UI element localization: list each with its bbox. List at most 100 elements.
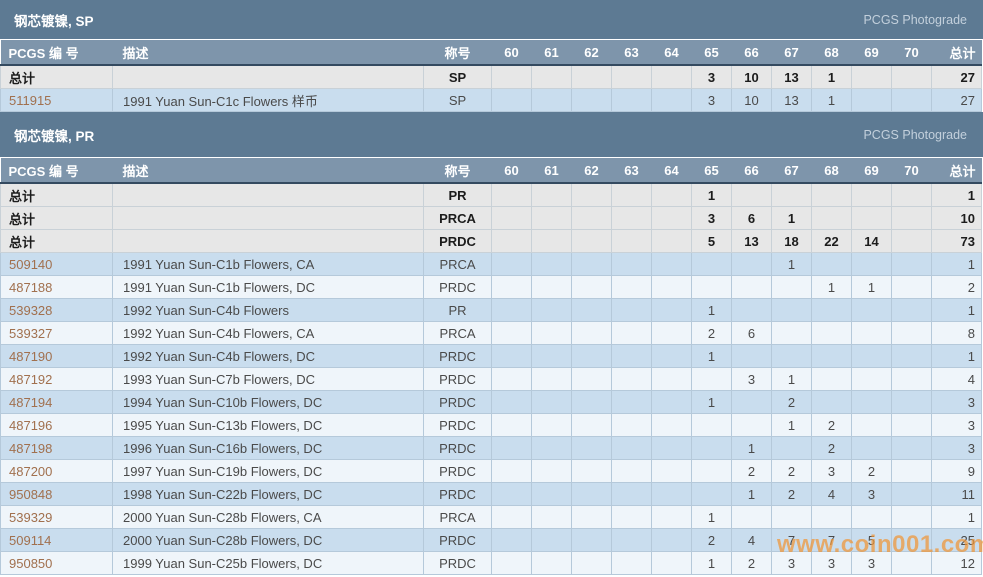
pcgs-number-link[interactable]: 539328 <box>9 302 53 318</box>
grade-count-cell <box>571 64 612 89</box>
grade-count-cell: 3 <box>811 459 852 483</box>
pcgs-number-link[interactable]: 511915 <box>9 92 52 108</box>
pcgs-number-link[interactable]: 487194 <box>9 394 53 410</box>
grade-count-cell: 1 <box>771 413 812 437</box>
grade-count-cell <box>531 551 572 575</box>
grade-count-cell <box>611 482 652 506</box>
pcgs-number-link[interactable]: 487198 <box>9 440 53 456</box>
coin-row: 487190 1992 Yuan Sun-C4b Flowers, DC PRDC 1… <box>0 344 982 368</box>
row-total-cell: 8 <box>931 321 982 345</box>
row-total-cell: 1 <box>931 344 982 368</box>
grade-count-cell <box>611 459 652 483</box>
photograde-link[interactable]: PCGS Photograde <box>863 127 967 142</box>
col-header-designation: 称号 <box>423 40 492 66</box>
grade-count-cell <box>571 390 612 414</box>
pcgs-number-link[interactable]: 950850 <box>9 555 53 571</box>
coin-description-cell: 1999 Yuan Sun-C25b Flowers, DC <box>112 551 424 575</box>
grade-count-cell: 3 <box>691 206 732 230</box>
grade-count-cell <box>571 505 612 529</box>
grade-count-cell <box>531 528 572 552</box>
grade-count-cell <box>851 344 892 368</box>
grade-count-cell <box>531 88 572 112</box>
grade-count-cell <box>851 252 892 276</box>
pcgs-number-link[interactable]: 509140 <box>9 256 53 272</box>
grade-count-cell <box>651 64 692 89</box>
grade-count-cell: 1 <box>691 298 732 322</box>
grade-count-cell <box>531 367 572 391</box>
summary-row-label: 总计 <box>0 206 113 230</box>
coin-row: 487194 1994 Yuan Sun-C10b Flowers, DC PRDC… <box>0 390 982 414</box>
pcgs-number-link[interactable]: 487192 <box>9 371 53 387</box>
grade-count-cell <box>491 275 532 299</box>
coin-id-cell: 539327 <box>0 321 113 345</box>
coin-description-cell: 1991 Yuan Sun-C1c Flowers 样币 <box>112 88 424 112</box>
col-header-grade-67: 67 <box>771 40 812 66</box>
grade-count-cell <box>891 206 932 230</box>
coin-description-cell: 1994 Yuan Sun-C10b Flowers, DC <box>112 390 424 414</box>
grade-count-cell: 7 <box>771 528 812 552</box>
grade-count-cell <box>851 298 892 322</box>
row-total-cell: 3 <box>931 436 982 460</box>
grade-count-cell <box>571 344 612 368</box>
grade-count-cell <box>891 390 932 414</box>
designation-cell: PRDC <box>423 436 492 460</box>
grade-count-cell <box>491 229 532 253</box>
coin-id-cell: 509114 <box>0 528 113 552</box>
grade-count-cell <box>771 344 812 368</box>
grade-count-cell: 1 <box>771 206 812 230</box>
row-total-cell: 12 <box>931 551 982 575</box>
grade-count-cell <box>611 505 652 529</box>
coin-id-cell: 487190 <box>0 344 113 368</box>
grade-count-cell <box>691 459 732 483</box>
designation-cell: PRDC <box>423 275 492 299</box>
col-header-grade-60: 60 <box>491 40 532 66</box>
pcgs-number-link[interactable]: 487190 <box>9 348 53 364</box>
summary-row-description <box>112 206 424 230</box>
grade-count-cell <box>811 252 852 276</box>
coin-id-cell: 950850 <box>0 551 113 575</box>
coin-description-cell: 1997 Yuan Sun-C19b Flowers, DC <box>112 459 424 483</box>
grade-count-cell <box>891 436 932 460</box>
coin-row: 539329 2000 Yuan Sun-C28b Flowers, CA PRCA… <box>0 505 982 529</box>
row-total-cell: 4 <box>931 367 982 391</box>
grade-count-cell: 2 <box>771 390 812 414</box>
grade-count-cell <box>571 229 612 253</box>
grade-count-cell <box>691 436 732 460</box>
col-header-grade-70: 70 <box>891 158 932 184</box>
grade-count-cell <box>611 321 652 345</box>
designation-cell: SP <box>423 64 492 89</box>
grade-count-cell <box>731 390 772 414</box>
row-total-cell: 10 <box>931 206 982 230</box>
photograde-link[interactable]: PCGS Photograde <box>863 12 967 27</box>
grade-count-cell <box>731 413 772 437</box>
grade-count-cell <box>691 367 732 391</box>
grade-count-cell <box>611 298 652 322</box>
grade-count-cell <box>851 413 892 437</box>
grade-count-cell: 2 <box>771 459 812 483</box>
summary-row-label: 总计 <box>0 182 113 207</box>
grade-count-cell <box>851 206 892 230</box>
grade-count-cell <box>571 182 612 207</box>
pcgs-number-link[interactable]: 487196 <box>9 417 53 433</box>
pcgs-number-link[interactable]: 950848 <box>9 486 53 502</box>
grade-count-cell <box>851 64 892 89</box>
grade-count-cell <box>531 413 572 437</box>
grade-count-cell <box>651 206 692 230</box>
grade-count-cell <box>731 298 772 322</box>
summary-row-description <box>112 229 424 253</box>
designation-cell: PRCA <box>423 206 492 230</box>
pcgs-number-link[interactable]: 539327 <box>9 325 53 341</box>
grade-count-cell: 3 <box>851 482 892 506</box>
pcgs-number-link[interactable]: 487200 <box>9 463 53 479</box>
coin-row: 950850 1999 Yuan Sun-C25b Flowers, DC PRDC… <box>0 551 982 575</box>
section-header-sp: 钢芯镀镍, SP PCGS Photograde <box>0 0 983 39</box>
row-total-cell: 1 <box>931 505 982 529</box>
pcgs-number-link[interactable]: 509114 <box>9 532 52 548</box>
designation-cell: PRDC <box>423 367 492 391</box>
pcgs-number-link[interactable]: 487188 <box>9 279 53 295</box>
col-header-grade-61: 61 <box>531 40 572 66</box>
grade-count-cell: 3 <box>691 64 732 89</box>
grade-count-cell <box>531 390 572 414</box>
pcgs-number-link[interactable]: 539329 <box>9 509 53 525</box>
